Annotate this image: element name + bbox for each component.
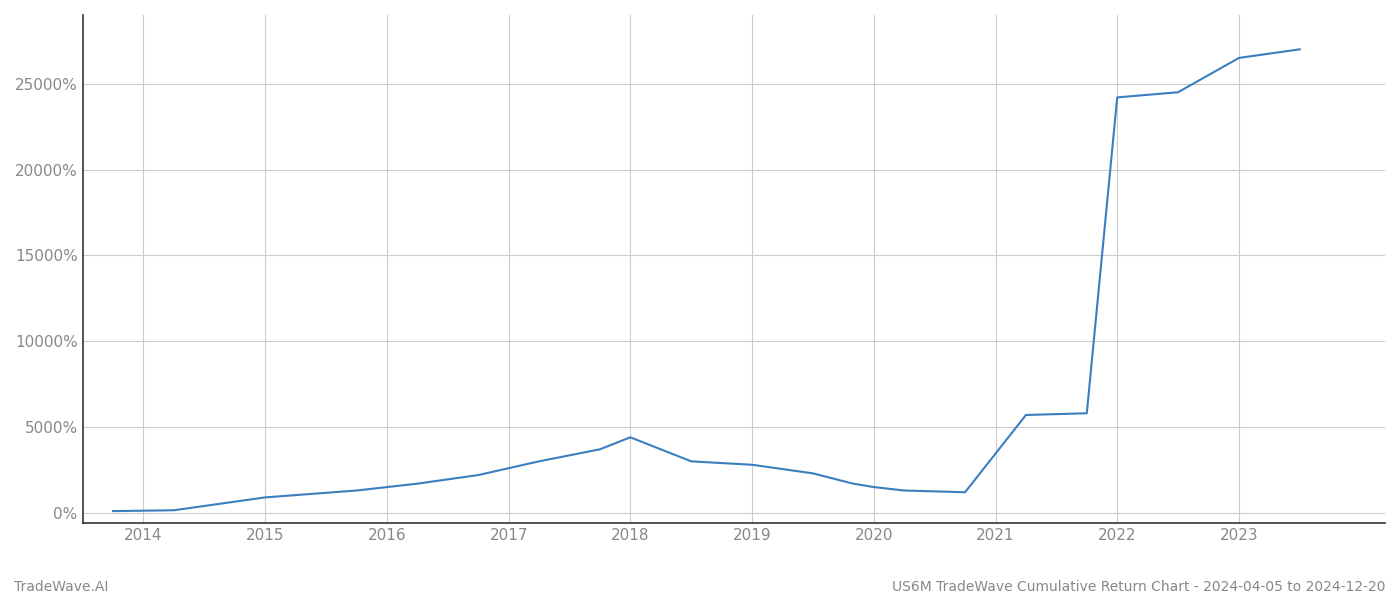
Text: TradeWave.AI: TradeWave.AI xyxy=(14,580,108,594)
Text: US6M TradeWave Cumulative Return Chart - 2024-04-05 to 2024-12-20: US6M TradeWave Cumulative Return Chart -… xyxy=(893,580,1386,594)
